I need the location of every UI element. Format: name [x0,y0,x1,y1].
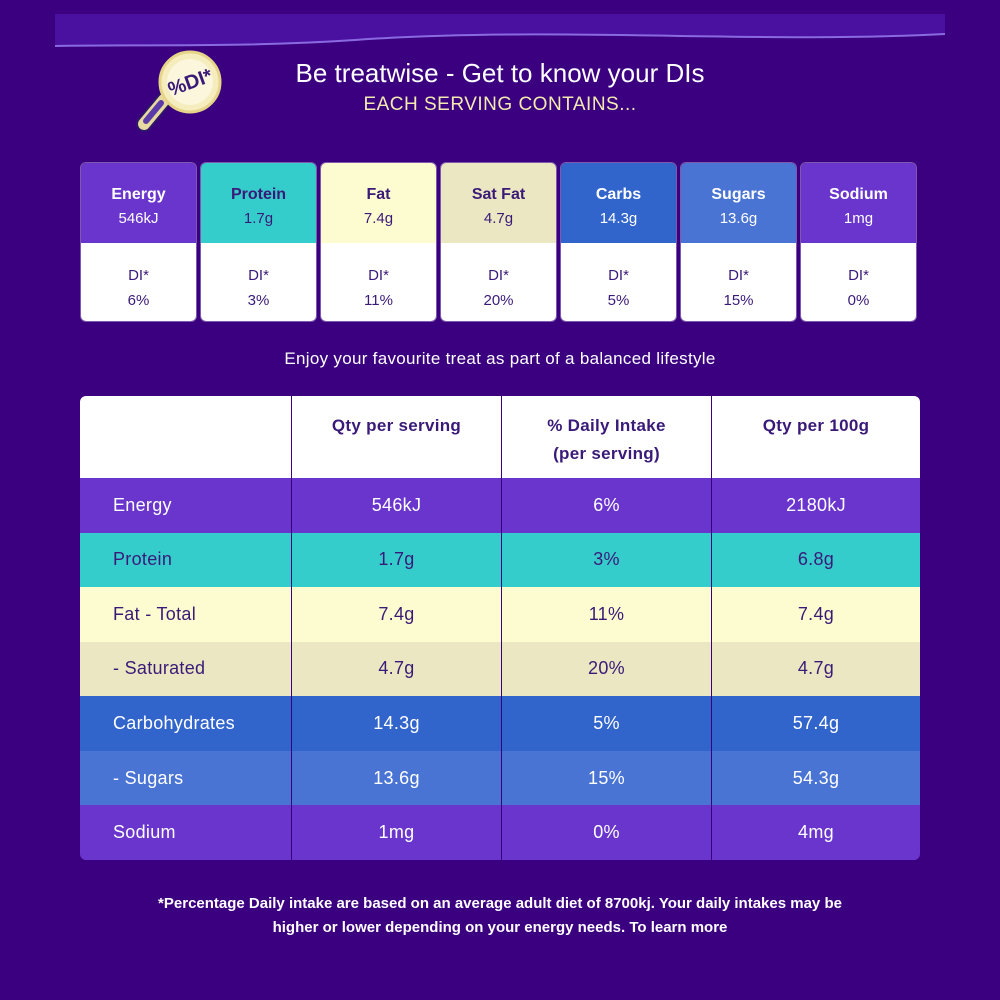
card-nutrient-name: Sat Fat [471,186,526,203]
table-row: Protein 1.7g 3% 6.8g [80,532,920,588]
table-row: Energy 546kJ 6% 2180kJ [80,478,920,533]
row-label: Energy [113,494,172,515]
card-di-value: 6% [127,292,150,309]
card-top: Carbs 14.3g [561,163,676,243]
footnote: *Percentage Daily intake are based on an… [158,895,842,936]
card-nutrient-value: 13.6g [719,210,758,227]
card-di-label: DI* [248,267,269,284]
row-daily-intake: 11% [501,587,711,642]
row-qty-100g: 7.4g [711,587,920,642]
card-nutrient-value: 14.3g [599,210,638,227]
row-qty-100g: 57.4g [711,696,920,751]
nutrient-cards: Energy 546kJ DI* 6% Protein 1.7g DI* 3% Fat 7.4g D… [80,162,920,322]
magnifier-di-icon: %DI* [136,50,222,132]
card-nutrient-name: Sodium [829,186,888,203]
card-nutrient-name: Fat [366,186,391,203]
row-qty-serving: 1.7g [291,532,501,588]
row-label: Protein [113,549,173,570]
row-qty-100g: 2180kJ [711,478,920,533]
card-bottom: DI* 20% [441,243,556,321]
nutrient-card: Sodium 1mg DI* 0% [800,162,917,322]
card-nutrient-name: Energy [111,186,166,203]
row-qty-100g: 4mg [711,805,920,860]
card-di-value: 0% [847,292,870,309]
card-di-label: DI* [368,267,389,284]
row-daily-intake: 20% [501,641,711,697]
header-daily-intake: % Daily Intake (per serving) [501,396,711,478]
nutrient-card: Sat Fat 4.7g DI* 20% [440,162,557,322]
card-top: Sat Fat 4.7g [441,163,556,243]
card-nutrient-value: 546kJ [118,210,159,227]
row-qty-serving: 7.4g [291,587,501,642]
row-qty-serving: 14.3g [291,696,501,751]
nutrient-card: Fat 7.4g DI* 11% [320,162,437,322]
card-di-label: DI* [608,267,629,284]
nutrient-card: Carbs 14.3g DI* 5% [560,162,677,322]
row-qty-100g: 4.7g [711,641,920,697]
card-di-value: 5% [607,292,630,309]
page-subtitle: EACH SERVING CONTAINS... [363,94,637,115]
table-header-row: Qty per serving % Daily Intake (per serv… [80,396,920,478]
row-label: Fat - Total [113,603,196,624]
card-di-value: 3% [247,292,270,309]
nutrition-table: Qty per serving % Daily Intake (per serv… [80,396,920,860]
card-top: Sodium 1mg [801,163,916,243]
card-bottom: DI* 5% [561,243,676,321]
row-qty-serving: 546kJ [291,478,501,533]
page-title: Be treatwise - Get to know your DIs [295,58,705,88]
card-bottom: DI* 3% [201,243,316,321]
row-daily-intake: 3% [501,532,711,588]
card-nutrient-value: 7.4g [363,210,394,227]
row-daily-intake: 6% [501,478,711,533]
card-nutrient-value: 1mg [843,210,874,227]
nutrient-card: Energy 546kJ DI* 6% [80,162,197,322]
nutrient-card: Protein 1.7g DI* 3% [200,162,317,322]
row-daily-intake: 15% [501,750,711,806]
tagline: Enjoy your favourite treat as part of a … [284,349,716,368]
card-di-value: 20% [483,292,514,309]
row-qty-serving: 1mg [291,805,501,860]
card-bottom: DI* 11% [321,243,436,321]
row-daily-intake: 5% [501,696,711,751]
card-di-value: 15% [723,292,754,309]
nutrient-card: Sugars 13.6g DI* 15% [680,162,797,322]
card-di-label: DI* [488,267,509,284]
card-top: Energy 546kJ [81,163,196,243]
row-qty-serving: 13.6g [291,750,501,806]
card-top: Fat 7.4g [321,163,436,243]
header-qty-serving: Qty per serving [291,396,501,478]
row-label: - Sugars [113,767,184,788]
card-di-value: 11% [364,292,393,309]
table-row: Carbohydrates 14.3g 5% 57.4g [80,696,920,751]
row-qty-100g: 54.3g [711,750,920,806]
card-nutrient-name: Sugars [711,186,766,203]
card-bottom: DI* 6% [81,243,196,321]
card-nutrient-value: 1.7g [243,210,274,227]
card-bottom: DI* 0% [801,243,916,321]
header-empty-cell [80,396,291,478]
table-row: Sodium 1mg 0% 4mg [80,805,920,860]
card-di-label: DI* [728,267,749,284]
row-daily-intake: 0% [501,805,711,860]
row-qty-100g: 6.8g [711,532,920,588]
card-top: Protein 1.7g [201,163,316,243]
row-label: - Saturated [113,658,206,679]
row-label: Sodium [113,822,176,843]
table-row: Fat - Total 7.4g 11% 7.4g [80,587,920,642]
card-bottom: DI* 15% [681,243,796,321]
table-row: - Saturated 4.7g 20% 4.7g [80,641,920,697]
card-top: Sugars 13.6g [681,163,796,243]
row-label: Carbohydrates [113,713,235,734]
card-di-label: DI* [848,267,869,284]
header-qty-100g: Qty per 100g [711,396,920,478]
row-qty-serving: 4.7g [291,641,501,697]
card-nutrient-name: Protein [230,186,287,203]
card-di-label: DI* [128,267,149,284]
card-nutrient-name: Carbs [595,186,642,203]
card-nutrient-value: 4.7g [483,210,514,227]
table-row: - Sugars 13.6g 15% 54.3g [80,750,920,806]
decorative-wave [55,14,945,50]
